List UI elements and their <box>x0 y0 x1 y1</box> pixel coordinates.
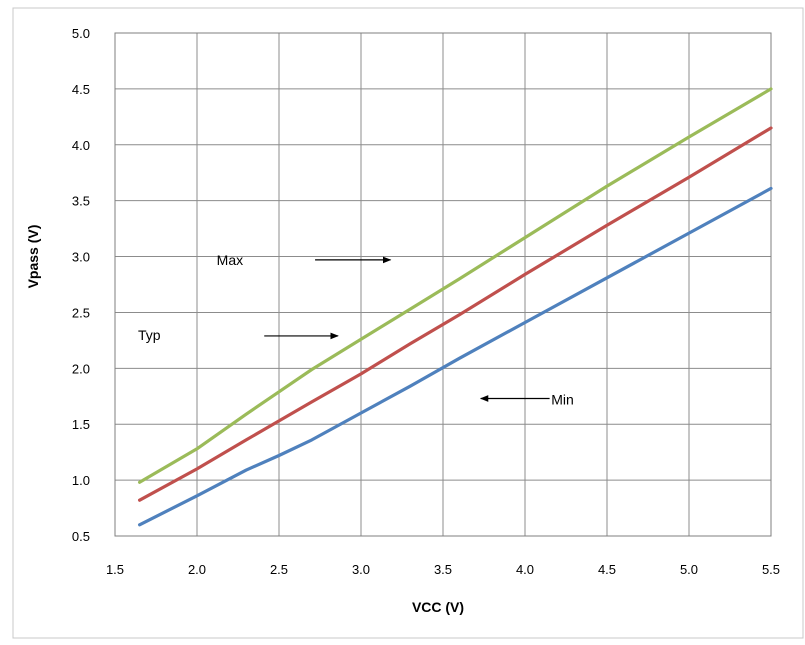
y-axis-title: Vpass (V) <box>25 225 41 289</box>
annotations: Max Typ Min <box>138 252 574 408</box>
x-tick-label: 1.5 <box>106 562 124 577</box>
series-line-max <box>138 87 773 484</box>
x-axis-title: VCC (V) <box>412 599 464 615</box>
plot-area-border <box>114 32 772 537</box>
annotation-label-min: Min <box>551 392 574 408</box>
x-tick-label: 4.5 <box>598 562 616 577</box>
x-tick-label: 5.5 <box>762 562 780 577</box>
annotation-label-max: Max <box>217 252 243 268</box>
chart-frame <box>12 7 804 639</box>
x-tick-label: 3.5 <box>434 562 452 577</box>
series-line-min <box>138 186 773 527</box>
y-tick-label: 4.5 <box>72 82 90 97</box>
chart-border <box>12 7 804 639</box>
y-tick-label: 4.0 <box>72 138 90 153</box>
series-group <box>138 87 773 527</box>
x-tick-label: 2.5 <box>270 562 288 577</box>
x-tick-label: 5.0 <box>680 562 698 577</box>
x-tick-label: 2.0 <box>188 562 206 577</box>
y-tick-label: 0.5 <box>72 529 90 544</box>
x-tick-label: 4.0 <box>516 562 534 577</box>
series-line-typ <box>138 126 773 502</box>
y-tick-label: 3.5 <box>72 194 90 209</box>
y-tick-label: 1.0 <box>72 473 90 488</box>
y-tick-label: 1.5 <box>72 417 90 432</box>
y-tick-label: 5.0 <box>72 26 90 41</box>
y-tick-label: 2.5 <box>72 305 90 320</box>
y-tick-label: 3.0 <box>72 250 90 265</box>
x-tick-label: 3.0 <box>352 562 370 577</box>
y-tick-label: 2.0 <box>72 361 90 376</box>
tick-labels: 1.5 2.0 2.5 3.0 3.5 4.0 4.5 5.0 5.5 0.5 1.0 1.5 2.0 2… <box>72 26 780 577</box>
annotation-label-typ: Typ <box>138 327 161 343</box>
